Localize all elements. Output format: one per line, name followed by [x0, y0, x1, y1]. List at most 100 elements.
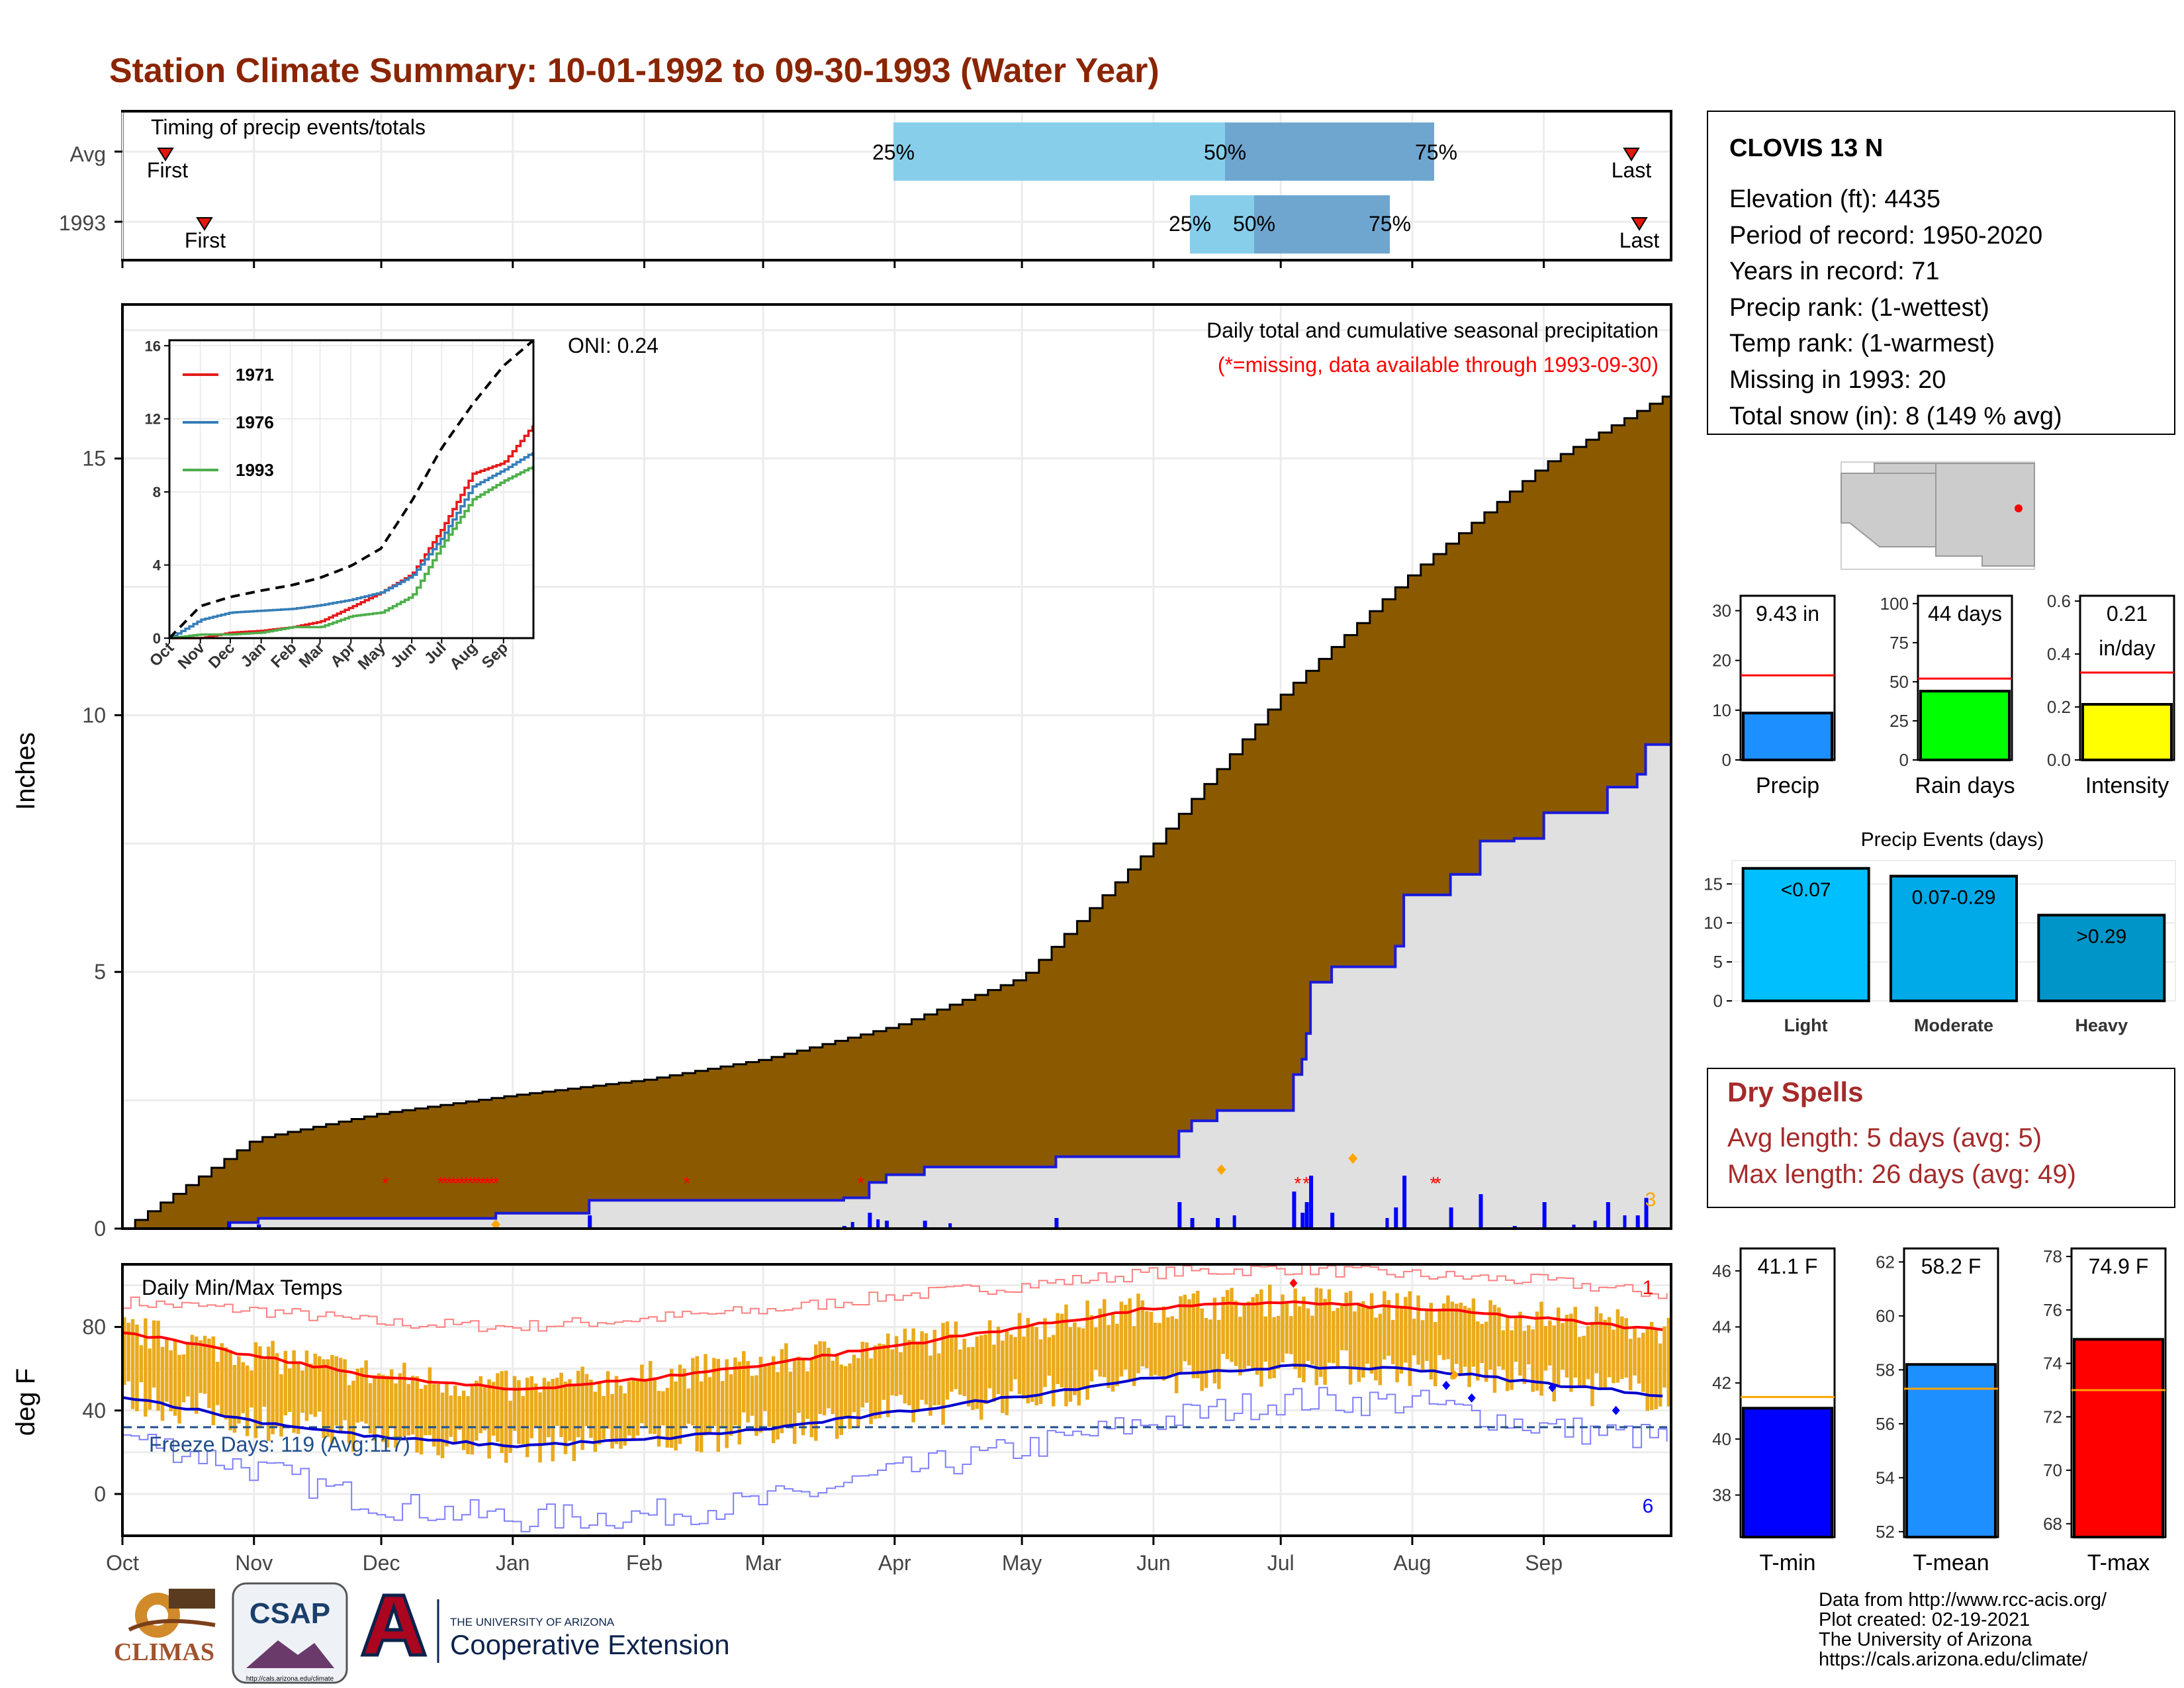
daily-temp-bar: [1463, 1305, 1467, 1367]
daily-temp-bar: [304, 1350, 309, 1421]
daily-temp-bar: [1158, 1323, 1161, 1376]
daily-temp-bar: [682, 1368, 686, 1427]
daily-temp-bar: [971, 1346, 975, 1410]
daily-temp-bar: [1387, 1299, 1390, 1356]
daily-temp-bar: [1251, 1297, 1255, 1369]
events-tick-label: 15: [1704, 874, 1723, 894]
temp-ytick-label: 80: [82, 1315, 106, 1339]
missing-day-marker: *: [857, 1173, 864, 1194]
daily-temp-bar: [334, 1356, 338, 1426]
temp-title: Daily Min/Max Temps: [142, 1276, 342, 1299]
daily-temp-bar: [1573, 1307, 1577, 1378]
station-location-dot: [2015, 504, 2023, 512]
mini-bar-tick-label: 38: [1712, 1485, 1731, 1505]
mini-bar-unit-label: in/day: [2099, 636, 2155, 660]
daily-temp-bar: [966, 1347, 971, 1407]
month-label: Jun: [1136, 1551, 1171, 1575]
daily-temp-bar: [1484, 1321, 1488, 1382]
daily-temp-bar: [1204, 1318, 1208, 1388]
daily-temp-bar: [1323, 1299, 1327, 1385]
daily-precip-bar: [1304, 1202, 1309, 1229]
climas-text: CLIMAS: [114, 1638, 214, 1666]
daily-temp-bar: [886, 1333, 890, 1417]
missing-day-marker: *: [437, 1173, 444, 1194]
daily-temp-bar: [593, 1391, 598, 1452]
daily-precip-bar: [1606, 1202, 1610, 1229]
missing-day-marker: *: [484, 1173, 491, 1194]
daily-temp-bar: [1459, 1302, 1463, 1374]
mini-bar-tick-label: 72: [2043, 1407, 2062, 1427]
daily-temp-bar: [470, 1385, 475, 1455]
daily-temp-bar: [542, 1378, 547, 1444]
year-first-marker: [196, 217, 213, 231]
daily-temp-bar: [1246, 1301, 1251, 1366]
daily-temp-bar: [1009, 1335, 1013, 1391]
station-name: CLOVIS 13 N: [1729, 134, 1883, 162]
avg-last-marker: [1623, 148, 1640, 162]
daily-temp-bar: [406, 1383, 410, 1436]
daily-temp-bar: [1001, 1340, 1005, 1413]
daily-temp-bar: [784, 1343, 788, 1425]
daily-temp-bar: [351, 1380, 355, 1452]
inset-series-average: [168, 340, 533, 639]
year-p50-label: 50%: [1233, 212, 1275, 236]
daily-temp-bar: [1077, 1327, 1081, 1406]
daily-temp-bar: [1094, 1327, 1098, 1370]
daily-temp-bar: [983, 1334, 987, 1404]
daily-temp-bar: [1369, 1293, 1374, 1374]
daily-temp-bar: [1013, 1336, 1017, 1380]
missing-day-marker: *: [445, 1173, 453, 1194]
daily-temp-bar: [635, 1380, 640, 1436]
missing-day-marker: *: [454, 1173, 461, 1194]
daily-temp-bar: [1535, 1311, 1539, 1391]
mini-bar-tick-label: 52: [1876, 1522, 1895, 1542]
daily-temp-bar: [1272, 1317, 1276, 1378]
daily-temp-bar: [1115, 1323, 1119, 1386]
avg-p75-label: 75%: [1415, 140, 1457, 164]
daily-temp-bar: [1624, 1318, 1628, 1378]
daily-temp-bar: [619, 1385, 623, 1449]
daily-temp-bar: [767, 1364, 771, 1427]
mini-bar-tick-label: 20: [1712, 651, 1731, 671]
daily-temp-bar: [267, 1346, 271, 1441]
daily-temp-bar: [835, 1354, 839, 1439]
daily-temp-bar: [584, 1374, 589, 1427]
precip-note: Daily total and cumulative seasonal prec…: [1206, 318, 1659, 342]
daily-temp-bar: [1603, 1319, 1607, 1388]
footer-line: Data from http://www.rcc-acis.org/: [1819, 1589, 2107, 1611]
events-bar-range: >0.29: [2076, 925, 2126, 947]
daily-temp-bar: [453, 1385, 457, 1444]
daily-temp-bar: [1365, 1307, 1369, 1364]
daily-temp-bar: [1043, 1318, 1047, 1387]
daily-temp-bar: [1327, 1289, 1332, 1363]
daily-temp-bar: [1633, 1329, 1637, 1376]
daily-temp-bar: [1263, 1316, 1267, 1362]
daily-temp-bar: [521, 1395, 525, 1444]
inset-legend-label: 1971: [236, 365, 274, 385]
daily-temp-bar: [533, 1383, 538, 1429]
daily-temp-bar: [979, 1335, 983, 1420]
daily-temp-bar: [330, 1354, 334, 1444]
daily-temp-bar: [1017, 1313, 1022, 1395]
daily-temp-bar: [941, 1323, 945, 1425]
daily-temp-bar: [987, 1320, 992, 1389]
daily-temp-bar: [326, 1359, 330, 1437]
daily-temp-bar: [1556, 1307, 1561, 1388]
mini-bar-tick-label: 30: [1712, 601, 1731, 621]
mini-bar-tick-label: 56: [1876, 1414, 1895, 1434]
daily-temp-bar: [1374, 1317, 1378, 1381]
daily-temp-bar: [1548, 1320, 1552, 1366]
daily-temp-bar: [788, 1372, 792, 1427]
daily-temp-bar: [1208, 1319, 1212, 1370]
daily-temp-bar: [368, 1383, 373, 1434]
daily-precip-bar: [1300, 1213, 1305, 1229]
precip-ytick-label: 0: [94, 1217, 106, 1241]
daily-temp-bar: [856, 1358, 860, 1427]
record-day-marker: [1451, 1370, 1459, 1380]
mini-bar-tick-label: 75: [1889, 633, 1909, 653]
daily-temp-bar: [1238, 1317, 1242, 1376]
year-bar-25-50: [1190, 195, 1254, 254]
avg-cumulative-area: [122, 395, 1672, 1230]
daily-temp-bar: [377, 1373, 381, 1428]
daily-temp-bar: [1026, 1318, 1030, 1403]
